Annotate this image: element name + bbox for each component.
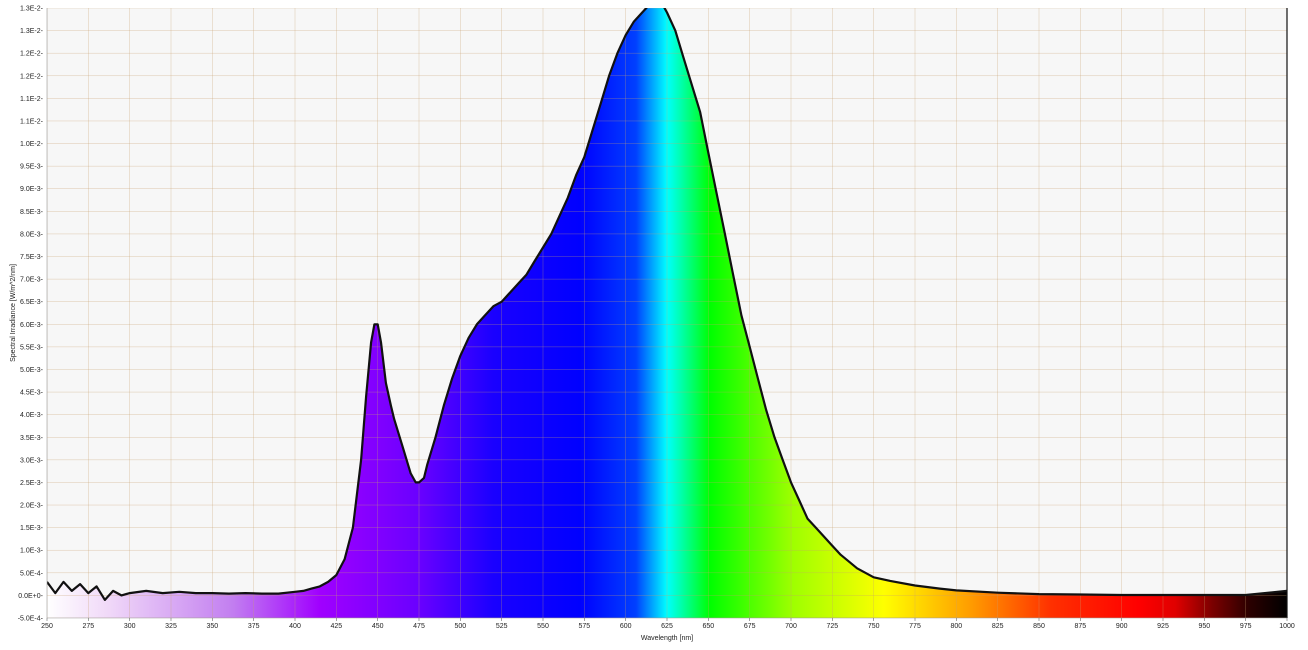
- y-tick-label: 6.0E-3-: [20, 322, 44, 329]
- grid-lines: [47, 8, 1287, 618]
- x-tick-label: 725: [826, 623, 838, 630]
- x-axis-label: Wavelength [nm]: [641, 635, 693, 642]
- y-tick-label: 5.5E-3-: [20, 344, 44, 351]
- y-tick-label: 8.0E-3-: [20, 231, 44, 238]
- x-tick-label: 550: [537, 623, 549, 630]
- spectrum-line: [47, 8, 1287, 601]
- y-tick-label: 8.5E-3-: [20, 209, 44, 216]
- x-tick-label: 925: [1157, 623, 1169, 630]
- x-tick-label: 850: [1033, 623, 1045, 630]
- y-tick-label: 1.3E-2-: [20, 6, 44, 13]
- x-tick-label: 900: [1116, 623, 1128, 630]
- x-tick-label: 250: [41, 623, 53, 630]
- y-tick-label: 0.0E+0-: [18, 593, 43, 600]
- x-tick-label: 875: [1074, 623, 1086, 630]
- y-tick-label: 1.2E-2-: [20, 73, 44, 80]
- y-tick-label: 3.5E-3-: [20, 435, 44, 442]
- y-tick-label: 7.0E-3-: [20, 277, 44, 284]
- x-tick-label: 425: [330, 623, 342, 630]
- x-tick-label: 675: [744, 623, 756, 630]
- x-tick-label: 375: [248, 623, 260, 630]
- x-tick-label: 1000: [1279, 623, 1295, 630]
- y-tick-label: 9.5E-3-: [20, 164, 44, 171]
- y-tick-label: -5.0E-4-: [18, 616, 44, 623]
- x-tick-label: 750: [868, 623, 880, 630]
- y-tick-label: 3.0E-3-: [20, 457, 44, 464]
- y-tick-label: 1.2E-2-: [20, 51, 44, 58]
- y-tick-label: 4.0E-3-: [20, 412, 44, 419]
- y-axis-label: Spectral Irradiance [W/m^2/nm]: [10, 264, 17, 362]
- x-tick-label: 325: [165, 623, 177, 630]
- y-tick-label: 6.5E-3-: [20, 299, 44, 306]
- x-tick-label: 950: [1198, 623, 1210, 630]
- y-tick-label: 1.0E-2-: [20, 141, 44, 148]
- y-tick-label: 1.1E-2-: [20, 118, 44, 125]
- x-tick-label: 275: [82, 623, 94, 630]
- y-tick-label: 4.5E-3-: [20, 390, 44, 397]
- y-tick-label: 7.5E-3-: [20, 254, 44, 261]
- x-tick-label: 800: [950, 623, 962, 630]
- y-tick-label: 2.5E-3-: [20, 480, 44, 487]
- x-tick-label: 600: [620, 623, 632, 630]
- y-tick-label: 1.1E-2-: [20, 96, 44, 103]
- x-tick-label: 825: [992, 623, 1004, 630]
- x-axis-ticks: 250 275 300 325 350 375 400 425 450 475 500 525 550 5…: [41, 618, 1295, 630]
- x-tick-label: 475: [413, 623, 425, 630]
- y-tick-label: 5.0E-3-: [20, 367, 44, 374]
- x-tick-label: 500: [454, 623, 466, 630]
- x-tick-label: 450: [372, 623, 384, 630]
- x-tick-label: 400: [289, 623, 301, 630]
- y-tick-label: 1.3E-2-: [20, 28, 44, 35]
- x-tick-label: 775: [909, 623, 921, 630]
- x-tick-label: 350: [206, 623, 218, 630]
- y-tick-label: 5.0E-4-: [20, 570, 44, 577]
- y-tick-label: 2.0E-3-: [20, 503, 44, 510]
- x-tick-label: 700: [785, 623, 797, 630]
- y-tick-label: 9.0E-3-: [20, 186, 44, 193]
- x-tick-label: 625: [661, 623, 673, 630]
- y-tick-label: 1.0E-3-: [20, 548, 44, 555]
- x-tick-label: 975: [1240, 623, 1252, 630]
- x-tick-label: 300: [124, 623, 136, 630]
- y-axis-ticks: -5.0E-4- 0.0E+0- 5.0E-4- 1.0E-3- 1.5E-3- 2.0E…: [18, 6, 44, 623]
- x-tick-label: 575: [578, 623, 590, 630]
- y-tick-label: 1.5E-3-: [20, 525, 44, 532]
- x-tick-label: 650: [702, 623, 714, 630]
- x-tick-label: 525: [496, 623, 508, 630]
